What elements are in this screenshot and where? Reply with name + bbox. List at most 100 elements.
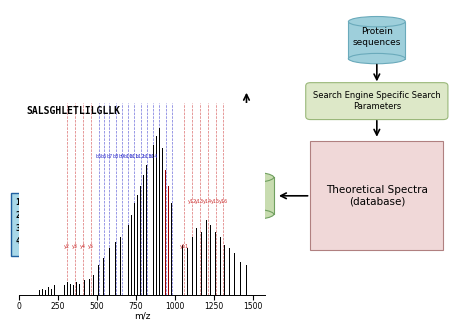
Text: y12: y12	[188, 199, 197, 204]
Text: ALSGHLETLILGLLK: ALSGHLETLILGLLK	[30, 198, 103, 207]
FancyBboxPatch shape	[306, 82, 448, 119]
Bar	[229, 248, 230, 295]
Bar	[215, 232, 216, 295]
Text: y11: y11	[180, 244, 189, 249]
Text: *: *	[52, 237, 57, 246]
Text: b11: b11	[130, 154, 139, 159]
Bar	[182, 245, 183, 295]
Bar	[191, 237, 192, 295]
Text: y3: y3	[72, 244, 78, 249]
Text: Search Engine Specific Search
Parameters: Search Engine Specific Search Parameters	[313, 91, 441, 111]
Text: FK: FK	[68, 237, 78, 246]
Bar	[143, 175, 144, 295]
Bar	[140, 187, 141, 295]
Text: 4. EVQGFESAT: 4. EVQGFESAT	[16, 237, 75, 246]
Text: y14: y14	[203, 199, 212, 204]
Bar	[45, 290, 46, 295]
Bar	[165, 170, 166, 295]
Bar	[57, 287, 58, 295]
Bar	[93, 275, 94, 295]
Bar	[206, 220, 207, 295]
Text: 2. SALSGHLET: 2. SALSGHLET	[16, 211, 75, 220]
Bar	[67, 282, 68, 295]
Bar	[146, 165, 147, 295]
X-axis label: m/z: m/z	[134, 312, 150, 321]
Ellipse shape	[219, 172, 274, 183]
Bar	[219, 177, 274, 214]
Text: 3. SAL: 3. SAL	[16, 224, 46, 233]
Bar	[174, 220, 175, 295]
Text: y15: y15	[211, 199, 220, 204]
Bar	[120, 237, 121, 295]
Bar	[51, 289, 52, 295]
FancyBboxPatch shape	[310, 141, 443, 250]
Text: S: S	[33, 224, 37, 233]
Text: *: *	[36, 224, 40, 233]
Bar	[131, 215, 132, 295]
Bar	[134, 203, 135, 295]
Bar	[159, 128, 160, 295]
FancyBboxPatch shape	[10, 193, 155, 256]
Text: *: *	[27, 198, 32, 207]
Text: 1.: 1.	[16, 198, 31, 207]
Bar	[168, 187, 169, 295]
Text: y13: y13	[195, 199, 204, 204]
Text: T: T	[49, 211, 54, 220]
Bar	[61, 289, 62, 295]
Bar	[137, 195, 138, 295]
Bar	[187, 248, 188, 295]
Text: y16: y16	[219, 199, 228, 204]
Bar	[42, 289, 43, 295]
Text: b10: b10	[123, 154, 133, 159]
Text: b5: b5	[95, 154, 101, 159]
Bar	[153, 144, 154, 295]
Text: Theoretical Spectra
(database): Theoretical Spectra (database)	[326, 185, 428, 207]
Text: Protein
sequences: Protein sequences	[353, 27, 401, 47]
Text: ILGLLK: ILGLLK	[57, 224, 86, 233]
Bar	[246, 265, 247, 295]
Bar	[348, 22, 405, 58]
Text: b12: b12	[136, 154, 146, 159]
Bar	[98, 265, 99, 295]
Ellipse shape	[348, 16, 405, 27]
Bar	[103, 258, 104, 295]
Text: y5: y5	[88, 244, 94, 249]
Text: *: *	[52, 211, 57, 220]
Bar	[70, 283, 71, 295]
Bar	[48, 287, 49, 295]
Text: b9: b9	[119, 154, 125, 159]
Text: b8: b8	[112, 154, 119, 159]
Bar	[168, 187, 169, 295]
Text: SALSGHLETLILGLLK: SALSGHLETLILGLLK	[27, 107, 121, 117]
Bar	[165, 170, 166, 295]
Text: Y: Y	[63, 237, 68, 246]
Bar	[84, 280, 85, 295]
Bar	[210, 225, 211, 295]
Text: y2: y2	[64, 244, 70, 249]
Text: T: T	[49, 237, 54, 246]
Text: T: T	[52, 224, 57, 233]
Bar	[89, 279, 90, 295]
Bar	[196, 228, 197, 295]
Bar	[76, 282, 77, 295]
Bar	[201, 232, 202, 295]
Ellipse shape	[219, 209, 274, 220]
Text: y4: y4	[80, 244, 86, 249]
Bar	[125, 232, 126, 295]
Bar	[109, 248, 110, 295]
Text: b7: b7	[106, 154, 112, 159]
Bar	[39, 290, 40, 295]
Bar	[240, 262, 241, 295]
Text: b14: b14	[148, 154, 158, 159]
Ellipse shape	[348, 53, 405, 64]
Text: Search
Engine: Search Engine	[231, 186, 262, 205]
Text: *: *	[65, 237, 70, 246]
Bar	[234, 254, 235, 295]
Bar	[73, 285, 74, 295]
Bar	[115, 242, 116, 295]
Text: *: *	[55, 224, 59, 233]
Text: LILGLLK: LILGLLK	[55, 211, 89, 220]
Bar	[162, 148, 163, 295]
Text: FLG: FLG	[55, 237, 69, 246]
Text: b13: b13	[142, 154, 152, 159]
